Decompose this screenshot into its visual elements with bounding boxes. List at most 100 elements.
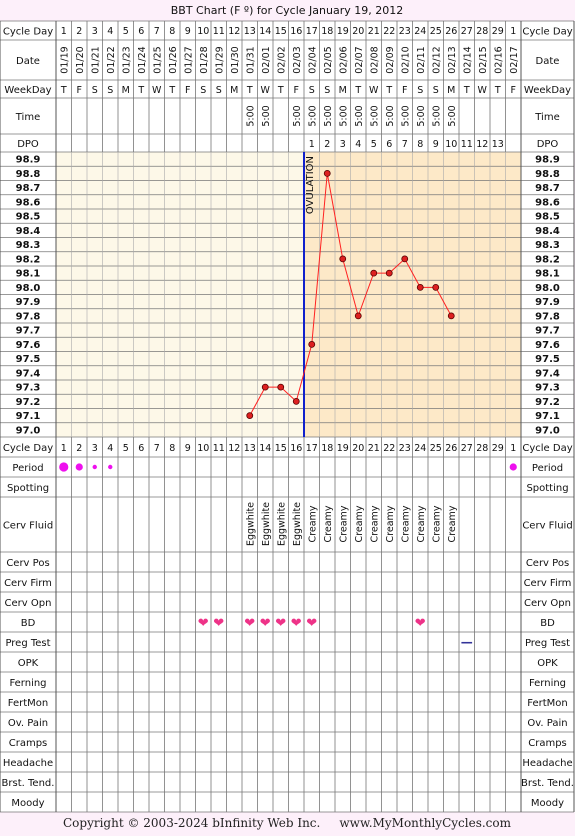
cycle-day-cell-bottom: 8 xyxy=(169,443,175,454)
cerv-fluid-cell: Creamy xyxy=(338,505,349,542)
preg-test-negative-icon: — xyxy=(461,635,473,649)
y-tick-label: 98.0 xyxy=(16,283,41,294)
cycle-day-cell: 16 xyxy=(290,26,302,37)
bd-heart-icon: ❤ xyxy=(306,616,317,631)
dpo-cell: 7 xyxy=(402,139,408,150)
dpo-cell: 3 xyxy=(340,139,346,150)
row-label-bd: BD xyxy=(21,618,36,629)
cycle-day-cell: 22 xyxy=(383,26,395,37)
weekday-cell: S xyxy=(433,85,439,96)
row-label-cerv_pos: Cerv Pos xyxy=(6,558,49,569)
temperature-point xyxy=(261,383,269,391)
date-cell: 01/20 xyxy=(75,46,86,73)
row-label-right-spotting: Spotting xyxy=(526,483,568,494)
dpo-cell: 11 xyxy=(461,139,473,150)
y-tick-label-right: 97.9 xyxy=(535,297,560,308)
date-cell: 02/15 xyxy=(478,46,489,73)
y-tick-label-right: 97.7 xyxy=(535,326,560,337)
cycle-day-cell: 8 xyxy=(169,26,175,37)
row-label-cycle_day: Cycle Day xyxy=(3,443,53,454)
y-tick-label: 97.4 xyxy=(16,368,41,379)
row-label-brst_tend: Brst. Tend. xyxy=(2,778,55,789)
cycle-day-cell-bottom: 2 xyxy=(76,443,82,454)
date-cell: 02/12 xyxy=(431,46,442,73)
date-cell: 02/11 xyxy=(416,46,427,73)
weekday-cell: F xyxy=(77,85,82,96)
cycle-day-cell: 1 xyxy=(61,26,67,37)
temperature-point xyxy=(292,397,300,405)
time-cell: 5:00 xyxy=(416,105,427,126)
weekday-cell: T xyxy=(494,85,501,96)
row-label-preg_test: Preg Test xyxy=(5,638,50,649)
y-tick-label: 97.6 xyxy=(16,340,41,351)
time-cell: 5:00 xyxy=(338,105,349,126)
y-tick-label-right: 97.3 xyxy=(535,383,560,394)
y-tick-label-right: 97.6 xyxy=(535,340,560,351)
cycle-day-cell: 20 xyxy=(352,26,364,37)
date-cell: 01/27 xyxy=(183,46,194,73)
weekday-cell: F xyxy=(511,85,516,96)
dpo-cell: 6 xyxy=(386,139,392,150)
time-cell: 5:00 xyxy=(292,105,303,126)
row-label-ferning: Ferning xyxy=(9,678,46,689)
row-label-right-cycle_day: Cycle Day xyxy=(522,443,572,454)
time-cell: 5:00 xyxy=(323,105,334,126)
time-cell: 5:00 xyxy=(261,105,272,126)
cycle-day-cell-bottom: 27 xyxy=(461,443,473,454)
row-label-right-bd: BD xyxy=(540,618,555,629)
weekday-cell: T xyxy=(385,85,392,96)
weekday-cell: S xyxy=(92,85,98,96)
row-label-right-ferning: Ferning xyxy=(529,678,566,689)
time-cell: 5:00 xyxy=(354,105,365,126)
y-tick-label: 97.0 xyxy=(16,425,41,436)
weekday-cell: M xyxy=(447,85,455,96)
date-cell: 02/13 xyxy=(447,46,458,73)
date-cell: 01/29 xyxy=(214,46,225,73)
date-cell: 01/22 xyxy=(106,46,117,73)
row-label-date: Date xyxy=(16,56,40,67)
cycle-day-cell-bottom: 29 xyxy=(492,443,504,454)
bd-heart-icon: ❤ xyxy=(291,616,302,631)
weekday-cell: T xyxy=(168,85,175,96)
row-label-time: Time xyxy=(15,112,40,123)
y-tick-label: 98.6 xyxy=(16,197,41,208)
cycle-day-cell-bottom: 9 xyxy=(185,443,191,454)
cerv-fluid-cell: Eggwhite xyxy=(261,502,272,546)
cycle-day-cell-bottom: 20 xyxy=(352,443,364,454)
bottom-table-bg xyxy=(0,437,575,812)
weekday-cell: F xyxy=(185,85,190,96)
y-tick-label: 98.9 xyxy=(16,155,41,166)
cycle-day-cell: 19 xyxy=(337,26,349,37)
cycle-day-cell: 10 xyxy=(197,26,209,37)
weekday-cell: M xyxy=(230,85,238,96)
period-dot xyxy=(108,464,113,470)
date-cell: 01/19 xyxy=(59,46,70,73)
temperature-point xyxy=(447,312,455,320)
row-label-right-headache: Headache xyxy=(522,758,572,769)
period-dot xyxy=(59,462,69,472)
row-label-opk: OPK xyxy=(18,658,39,669)
row-label-moody: Moody xyxy=(11,798,44,809)
row-label-right-cerv_pos: Cerv Pos xyxy=(526,558,569,569)
temperature-line xyxy=(249,173,452,416)
dpo-cell: 2 xyxy=(324,139,330,150)
cycle-day-cell: 23 xyxy=(399,26,411,37)
y-tick-label-right: 98.3 xyxy=(535,240,560,251)
date-cell: 02/03 xyxy=(292,46,303,73)
weekday-cell: M xyxy=(339,85,347,96)
cycle-day-cell: 18 xyxy=(321,26,333,37)
date-cell: 01/23 xyxy=(121,46,132,73)
cycle-day-cell-bottom: 12 xyxy=(228,443,240,454)
row-label-period: Period xyxy=(12,463,43,474)
cycle-day-cell: 2 xyxy=(76,26,82,37)
row-label-cerv_fluid: Cerv Fluid xyxy=(3,521,53,532)
cycle-day-cell: 29 xyxy=(492,26,504,37)
y-tick-label-right: 97.8 xyxy=(535,311,560,322)
y-tick-label: 98.5 xyxy=(16,212,41,223)
y-tick-label-right: 98.4 xyxy=(535,226,560,237)
row-label-right-cramps: Cramps xyxy=(528,738,567,749)
weekday-cell: T xyxy=(137,85,144,96)
date-cell: 02/02 xyxy=(276,46,287,73)
y-tick-label-right: 98.7 xyxy=(535,183,560,194)
weekday-cell: T xyxy=(60,85,67,96)
